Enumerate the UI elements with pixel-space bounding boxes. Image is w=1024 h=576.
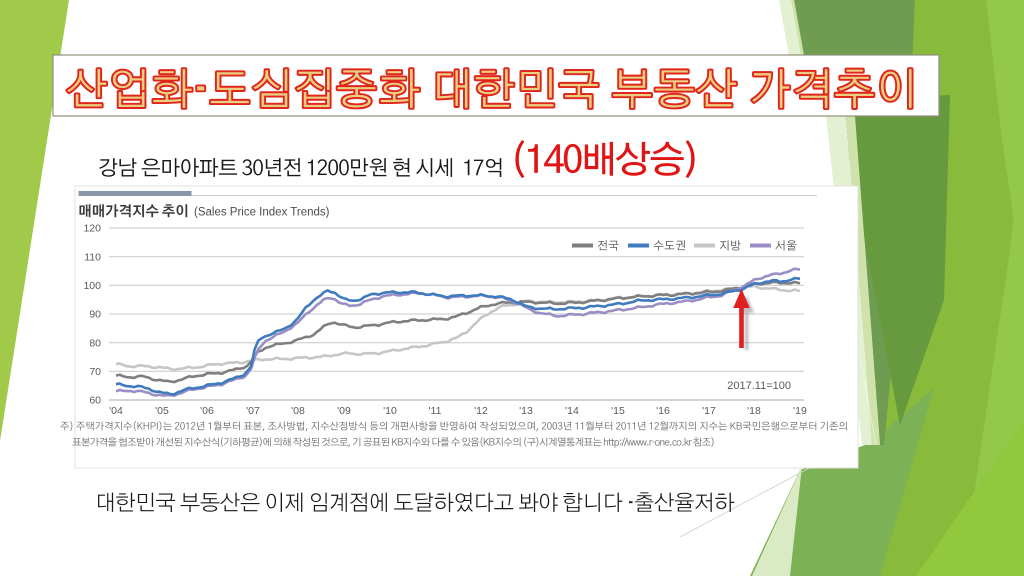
svg-text:'06: '06 <box>200 405 214 417</box>
svg-text:100: 100 <box>83 280 101 292</box>
svg-text:110: 110 <box>84 251 101 263</box>
svg-text:'16: '16 <box>656 405 670 417</box>
svg-text:'14: '14 <box>565 405 579 417</box>
svg-text:2017.11=100: 2017.11=100 <box>727 380 791 392</box>
svg-text:'19: '19 <box>793 405 807 417</box>
svg-text:'13: '13 <box>519 405 533 417</box>
svg-text:'08: '08 <box>291 405 305 417</box>
svg-text:120: 120 <box>83 223 101 235</box>
svg-text:'05: '05 <box>155 405 169 417</box>
svg-text:'07: '07 <box>246 405 260 417</box>
svg-text:'17: '17 <box>702 405 716 417</box>
svg-text:80: 80 <box>89 337 101 349</box>
svg-text:'04: '04 <box>109 405 123 417</box>
svg-text:90: 90 <box>89 309 101 321</box>
svg-text:(Sales Price Index Trends): (Sales Price Index Trends) <box>194 207 330 219</box>
svg-text:'09: '09 <box>337 405 351 417</box>
svg-text:70: 70 <box>89 366 101 378</box>
svg-text:'12: '12 <box>474 405 488 417</box>
svg-text:'18: '18 <box>747 405 761 417</box>
svg-text:60: 60 <box>89 395 101 407</box>
svg-text:'15: '15 <box>611 405 625 417</box>
svg-text:'11: '11 <box>429 405 442 417</box>
svg-text:'10: '10 <box>383 405 397 417</box>
